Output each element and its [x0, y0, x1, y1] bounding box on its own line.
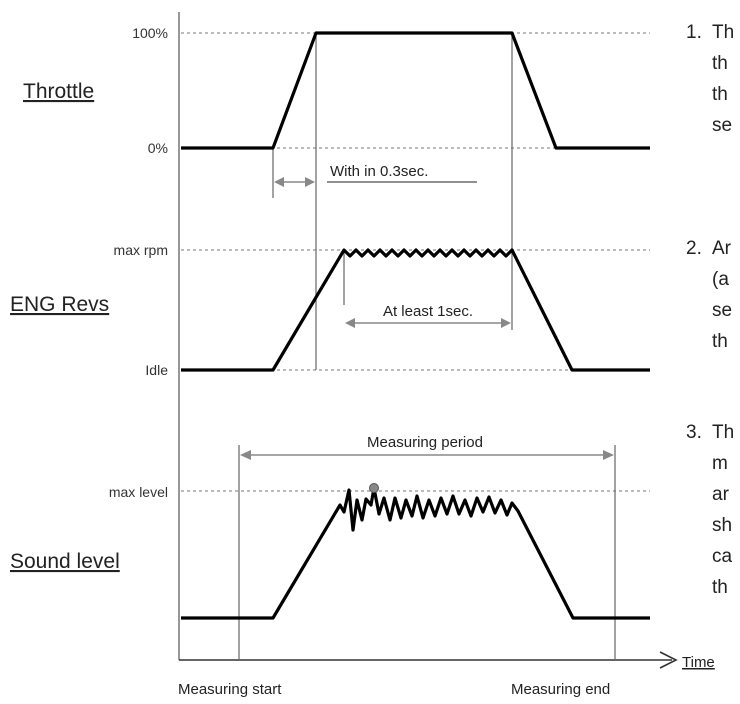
- eng-revs-trace: [181, 248, 650, 372]
- throttle-time-arrowhead-right: [305, 177, 315, 187]
- note-3-line: ar: [712, 484, 730, 505]
- eng-revs-label: ENG Revs: [10, 293, 109, 316]
- hold-time-arrowhead-right: [501, 318, 511, 328]
- measuring-start-label: Measuring start: [178, 681, 282, 698]
- hold-time-label: At least 1sec.: [383, 303, 473, 320]
- note-2-line: Ar: [712, 238, 732, 259]
- max-level-label: max level: [109, 484, 168, 500]
- note-1-number: 1.: [686, 22, 702, 43]
- measuring-end-label: Measuring end: [511, 681, 610, 698]
- hold-time-arrowhead-left: [345, 318, 355, 328]
- note-2-line: th: [712, 331, 728, 352]
- note-3-line: Th: [712, 422, 734, 443]
- sound-level-trace: [181, 486, 650, 620]
- note-2-number: 2.: [686, 238, 702, 259]
- note-3-number: 3.: [686, 422, 702, 443]
- measuring-period-arrowhead-left: [240, 450, 251, 460]
- note-3-line: ca: [712, 546, 733, 567]
- note-3-line: th: [712, 577, 728, 598]
- time-axis-arrowhead: [659, 651, 678, 669]
- max-rpm-label: max rpm: [114, 242, 168, 258]
- measuring-period-arrowhead-right: [603, 450, 614, 460]
- throttle-time-arrowhead-left: [274, 177, 284, 187]
- note-1-line: th: [712, 53, 728, 74]
- notes-column: 1. Th th th se 2. Ar (a se th 3. Th m ar…: [686, 22, 734, 598]
- idle-label: Idle: [145, 362, 168, 378]
- time-axis-label: Time: [682, 654, 715, 671]
- sound-level-label: Sound level: [10, 550, 120, 573]
- note-2-line: (a: [712, 269, 729, 290]
- throttle-time-label: With in 0.3sec.: [330, 163, 428, 180]
- throttle-100-label: 100%: [132, 25, 168, 41]
- throttle-0-label: 0%: [148, 140, 168, 156]
- note-1-line: th: [712, 84, 728, 105]
- note-2-line: se: [712, 300, 732, 321]
- max-level-marker: [369, 483, 379, 493]
- note-3-line: sh: [712, 515, 732, 536]
- measuring-period-label: Measuring period: [367, 434, 483, 451]
- throttle-trace: [181, 31, 650, 150]
- throttle-label: Throttle: [23, 80, 94, 103]
- note-1-line: Th: [712, 22, 734, 43]
- note-1-line: se: [712, 115, 732, 136]
- note-3-line: m: [712, 453, 728, 474]
